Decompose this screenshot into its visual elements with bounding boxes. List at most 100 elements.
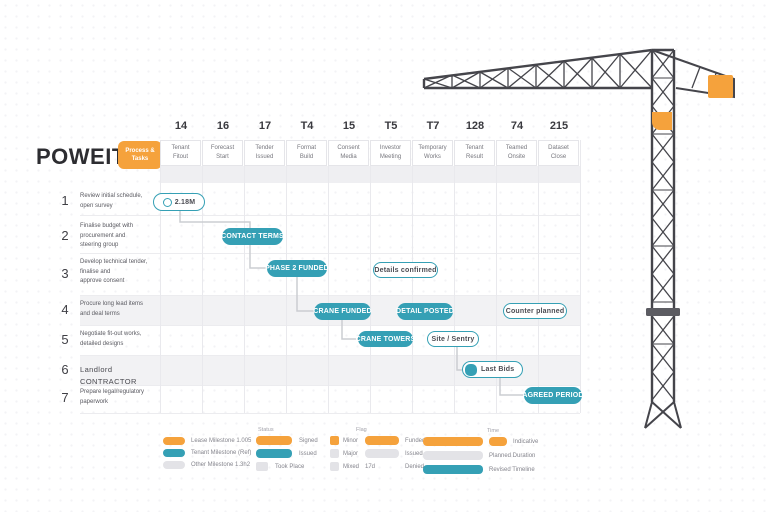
task-chip[interactable]: Details confirmed [373,262,438,278]
dependency-connectors [179,210,524,396]
col-subheader: Forecast Start [202,140,243,166]
crane-counterweight [708,75,733,98]
col-subheader: Consent Media [328,140,369,166]
crane-cab [652,112,672,130]
col-header: 128 [465,120,485,132]
col-header: T5 [384,120,398,132]
row-number: 4 [61,302,69,317]
grid-line [580,140,581,413]
col-header: 15 [342,120,356,132]
legend-item: Lease Milestone 1.005 [163,437,251,445]
row-divider [80,385,580,386]
task-chip-label: Last Bids [481,366,515,373]
task-chip-label: Counter planned [505,307,565,315]
col-subheader: Dataset Close [538,140,579,166]
legend-swatch [163,449,185,457]
row-number: 1 [61,193,69,208]
grid-line [328,140,329,413]
task-chip[interactable]: Contact Terms [221,228,284,245]
col-subheader: Tenant Fitout [160,140,201,166]
task-label: Develop technical tender, finalise and app… [80,259,148,285]
row-number: 7 [61,390,69,405]
task-label: Negotiate fit-out works, detailed designs [80,331,142,347]
col-subheader: Tenant Result [454,140,495,166]
legend-swatch [365,449,399,458]
phase-badge-line1: Process & [125,147,155,154]
phase-badge-line2: Tasks [131,156,149,162]
row-number: 3 [61,266,69,281]
task-chip-label: Detail Posted [396,308,454,315]
legend-item: Tenant Milestone (Ref) [163,449,251,457]
task-chip-label: Agreed Period [522,392,584,399]
grid-line [538,140,539,413]
grid-line [454,140,455,413]
task-label: Prepare legal/regulatory paperwork [80,389,145,405]
row-divider [80,215,580,216]
task-chip[interactable]: Crane Funded [313,303,372,320]
task-chip-label: 2.18M [174,198,196,206]
task-chip[interactable]: Crane Towers [356,331,415,347]
task-chip[interactable]: Phase 2 Funded [265,260,329,277]
task-chip[interactable]: Last Bids [462,361,523,378]
row-divider [80,253,580,254]
task-chip-label: Phase 2 Funded [265,265,329,272]
legend-bar [423,451,483,460]
legend-item: Indicative [423,437,538,446]
task-chip[interactable]: Detail Posted [396,303,454,320]
legend-item: Other Milestone 1.3h2 [163,461,250,469]
legend-group-header: Status [258,427,274,433]
grid-line [496,140,497,413]
task-chip-label: Site / Sentry [431,335,475,343]
row-number: 5 [61,332,69,347]
legend-swatch [163,461,185,469]
page-title: POWEIT [36,144,126,169]
legend-swatch [330,462,339,471]
legend-swatch [330,449,339,458]
tower-crane-icon [422,48,735,429]
col-subheader: Teamed Onsite [496,140,537,166]
grid-line [244,140,245,413]
grid-line [370,140,371,413]
grid-line [160,140,161,413]
col-subheader: Investor Meeting [370,140,411,166]
legend-bar [423,465,483,474]
col-header: 14 [174,120,188,132]
task-chip-label: Details confirmed [374,266,437,274]
row-number: 2 [61,228,69,243]
row-divider [80,325,580,326]
task-label: Landlord CONTRACTOR [80,365,137,386]
row-divider [80,295,580,296]
task-chip-label: Contact Terms [221,233,284,240]
legend-item: Issued [256,449,317,458]
crane-collar [646,308,680,316]
legend-item: Minor Funded [330,436,425,445]
col-header: 215 [549,120,569,132]
legend-swatch [163,437,185,445]
legend-item: Signed [256,436,318,445]
legend-item: Took Place [256,462,304,471]
task-label: Finalise budget with procurement and steer… [80,223,134,249]
legend-group-header: Time [487,428,500,434]
legend-swatch [256,449,292,458]
col-subheader: Tender Issued [244,140,285,166]
task-chip[interactable]: 2.18M [153,193,205,211]
phase-badge[interactable]: Process & Tasks [118,141,162,169]
col-header: 74 [510,120,524,132]
legend-item: Mixed 17d Denied [330,462,424,471]
task-chip[interactable]: Agreed Period [522,387,584,404]
task-chip[interactable]: Counter planned [503,303,567,319]
task-label: Procure long lead items and deal terms [80,301,144,317]
task-label: Review initial schedule, open survey [80,193,143,209]
legend-group-header: Flag [356,427,367,433]
col-header: T4 [300,120,314,132]
grid-line [202,140,203,413]
col-header: 16 [216,120,230,132]
legend-swatch [330,436,339,445]
task-chip[interactable]: Site / Sentry [427,331,479,347]
clock-icon [162,197,172,207]
legend-swatch [256,462,268,471]
row-number: 6 [61,362,69,377]
legend-item: Revised Timeline [423,465,535,474]
